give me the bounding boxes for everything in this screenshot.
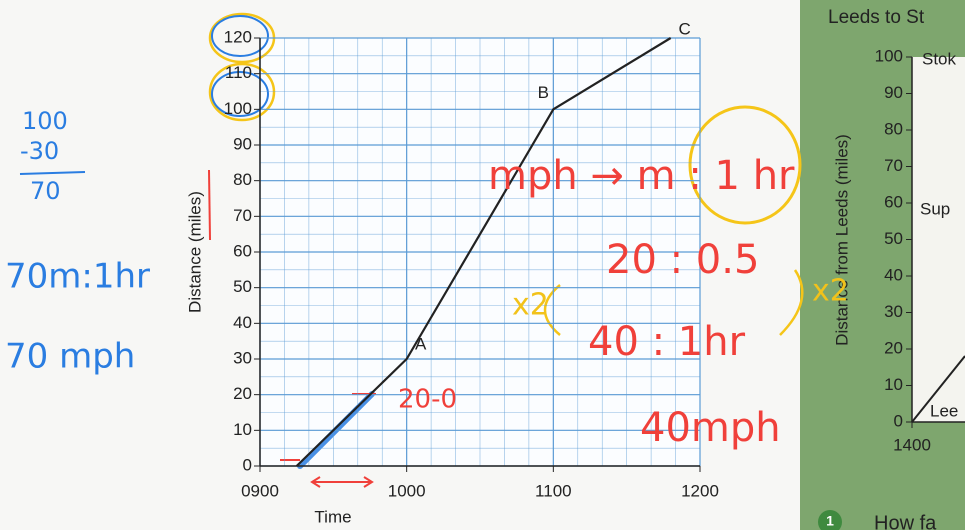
x-tick-label: 1000 [388,481,426,500]
point-label: A [415,334,427,353]
y-tick-label: 30 [233,348,252,367]
y-tick-label: 80 [233,170,252,189]
x-axis-label: Time [314,507,351,526]
y-tick-label: 100 [224,99,252,118]
point-label: C [679,19,691,38]
side-y-tick-label: 20 [884,338,903,357]
x-tick-label: 0900 [241,481,279,500]
side-y-tick-label: 80 [884,119,903,138]
side-y-tick-label: 30 [884,302,903,321]
y-tick-label: 110 [225,63,252,82]
handwriting: x2 [812,274,849,309]
side-y-tick-label: 10 [884,375,903,394]
handwriting: 70 mph [5,337,135,377]
side-title: Leeds to St [828,7,925,28]
handwriting: 40mph [640,405,781,451]
handwriting: 70m:1hr [5,257,150,297]
page: 1 How fa Leeds to St Distance from Leeds… [0,0,965,530]
handwriting: -30 [20,137,59,165]
side-y-tick-label: 70 [884,156,903,175]
point-label: B [538,83,549,102]
side-y-tick-label: 0 [894,411,903,430]
handwriting: 40 : 1hr [588,319,746,365]
handwriting: 100 [22,107,68,135]
handwriting: 20 : 0.5 [606,237,759,283]
y-axis-label: Distance (miles) [185,191,204,313]
side-y-tick-label: 40 [884,265,903,284]
side-y-label: Distance from Leeds (miles) [832,134,851,346]
y-tick-label: 0 [243,455,252,474]
red-stroke [209,170,210,240]
y-tick-label: 60 [233,241,252,260]
side-y-tick-label: 50 [884,229,903,248]
footer-text: How fa [874,512,937,530]
side-annotation: Lee [930,401,958,420]
handwriting: 20-0 [398,385,457,415]
side-annotation: Sup [920,199,950,218]
x-tick-label: 1200 [681,481,719,500]
y-tick-label: 20 [233,384,252,403]
side-x-tick-label: 1400 [893,435,931,454]
side-y-tick-label: 60 [884,192,903,211]
y-tick-label: 70 [233,206,252,225]
handwriting: x2 [512,288,549,323]
y-tick-label: 40 [233,313,252,332]
side-y-tick-label: 90 [884,83,903,102]
handwriting: mph → m : 1 hr [488,153,795,199]
side-annotation: Stok [922,49,957,68]
y-tick-label: 90 [233,134,252,153]
y-tick-label: 120 [224,27,252,46]
handwriting: 70 [30,177,61,205]
y-tick-label: 10 [233,420,252,439]
x-tick-label: 1100 [535,481,572,500]
footer-number: 1 [826,513,834,529]
y-tick-label: 50 [233,277,252,296]
side-y-tick-label: 100 [875,46,903,65]
